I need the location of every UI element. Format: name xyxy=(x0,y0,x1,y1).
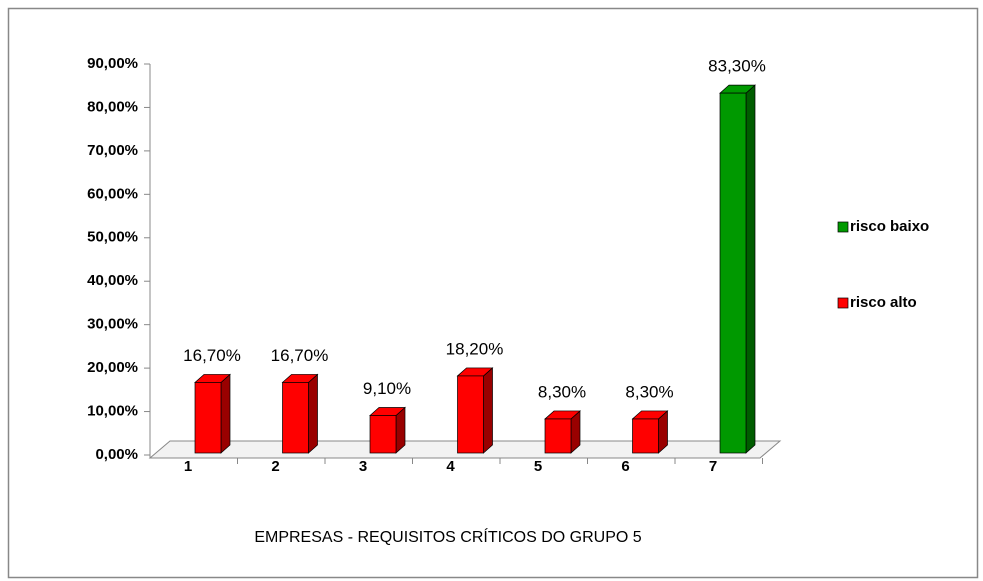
y-tick-label: 50,00% xyxy=(87,229,138,246)
value-label: 83,30% xyxy=(708,57,766,76)
legend-label: risco baixo xyxy=(850,218,929,235)
bar xyxy=(282,382,309,454)
chart-frame xyxy=(7,7,979,579)
value-label: 16,70% xyxy=(271,346,329,365)
value-label: 9,10% xyxy=(363,379,411,398)
y-tick-label: 0,00% xyxy=(95,446,138,463)
x-tick-label: 6 xyxy=(621,458,629,475)
y-tick-label: 10,00% xyxy=(87,403,138,420)
bar xyxy=(719,92,747,454)
value-label: 18,20% xyxy=(446,339,504,358)
y-tick-label: 80,00% xyxy=(87,98,138,115)
y-tick-label: 40,00% xyxy=(87,272,138,289)
bar-side xyxy=(483,367,493,454)
value-label: 16,70% xyxy=(183,346,241,365)
y-tick-label: 60,00% xyxy=(87,185,138,202)
y-tick-label: 70,00% xyxy=(87,142,138,159)
y-tick-label: 90,00% xyxy=(87,55,138,72)
x-tick-label: 5 xyxy=(534,458,542,475)
bar-side xyxy=(745,84,756,454)
x-tick-label: 1 xyxy=(184,458,192,475)
bar xyxy=(632,418,659,454)
bar-side xyxy=(308,373,318,454)
legend-label: risco alto xyxy=(850,294,917,311)
bar xyxy=(544,418,572,454)
value-label: 8,30% xyxy=(538,382,586,401)
x-tick-label: 2 xyxy=(271,458,279,475)
y-tick-label: 20,00% xyxy=(87,359,138,376)
bar-side xyxy=(220,373,231,454)
bar xyxy=(369,415,397,454)
y-tick-label: 30,00% xyxy=(87,316,138,333)
x-tick-label: 4 xyxy=(446,458,455,475)
bar xyxy=(194,382,222,454)
x-axis-title: EMPRESAS - REQUISITOS CRÍTICOS DO GRUPO … xyxy=(254,527,641,546)
x-tick-label: 7 xyxy=(709,458,717,475)
value-label: 8,30% xyxy=(625,382,673,401)
legend-swatch xyxy=(837,297,849,309)
legend-swatch xyxy=(837,221,849,233)
x-tick-label: 3 xyxy=(359,458,367,475)
bar xyxy=(457,375,484,454)
